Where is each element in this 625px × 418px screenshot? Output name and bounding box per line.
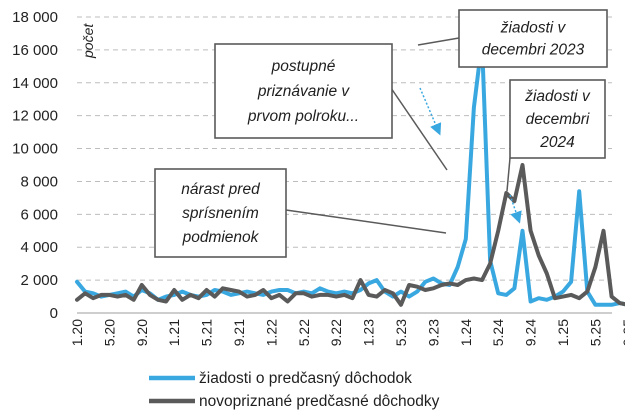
x-tick-label: 5.23 — [393, 319, 409, 346]
y-axis-tick-labels: 0 2 000 4 000 6 000 8 000 10 000 12 000 14 000 1… — [12, 9, 58, 322]
y-tick-label: 0 — [50, 305, 58, 322]
x-tick-label: 9.20 — [134, 319, 150, 346]
annotation-connector — [390, 87, 448, 171]
annotation-dec2024: žiadosti v decembri 2024 — [509, 79, 606, 159]
annotation-text: sprísnením — [182, 205, 259, 222]
series-line-2 — [75, 163, 625, 307]
annotation-box — [509, 79, 606, 159]
y-tick-label: 12 000 — [12, 108, 58, 125]
annotation-connector — [417, 37, 460, 46]
annotation-box — [214, 43, 393, 139]
annotations: žiadosti v decembri 2023 postupné priznávan… — [154, 9, 608, 258]
x-tick-label: 1.23 — [361, 319, 377, 346]
peak-arrow — [419, 87, 442, 136]
annotation-box — [154, 168, 287, 258]
x-tick-label: 9.22 — [328, 319, 344, 346]
x-tick-label: 1.24 — [458, 319, 474, 346]
annotation-box — [458, 9, 608, 68]
x-tick-label: 5.24 — [490, 319, 506, 346]
annotation-text: podmienok — [182, 229, 260, 246]
annotation-text: decembri — [526, 111, 590, 128]
x-tick-label: 5.22 — [296, 319, 312, 346]
y-tick-label: 2 000 — [20, 272, 58, 289]
y-tick-label: 6 000 — [20, 206, 58, 223]
legend-label-1: žiadosti o predčasný dôchodok — [199, 370, 412, 387]
annotation-text: 2024 — [539, 134, 575, 151]
x-tick-label: 9.23 — [425, 319, 441, 346]
x-tick-label: 1.21 — [166, 319, 182, 346]
annotation-connectors — [285, 37, 522, 234]
annotation-growth: nárast pred sprísnením podmienok — [154, 168, 287, 258]
y-tick-label: 18 000 — [12, 9, 58, 26]
annotation-dec2023: žiadosti v decembri 2023 — [458, 9, 608, 68]
x-tick-label: 5.20 — [101, 319, 117, 346]
annotation-text: postupné — [271, 58, 336, 75]
annotation-text: nárast pred — [181, 181, 261, 198]
annotation-text: decembri 2023 — [482, 42, 585, 59]
x-tick-label: 1.22 — [263, 319, 279, 346]
annotation-text: priznávanie v — [257, 83, 351, 100]
annotation-text: prvom polroku... — [247, 108, 359, 125]
x-tick-label: 1.25 — [555, 319, 571, 346]
peak-arrow — [509, 194, 522, 224]
x-tick-label: 9.21 — [231, 319, 247, 346]
y-tick-label: 16 000 — [12, 42, 58, 59]
annotation-text: žiadosti v — [524, 88, 591, 105]
annotation-connector — [506, 157, 511, 192]
x-tick-label: 1.20 — [69, 319, 85, 346]
legend-label-2: novopriznané predčasné dôchodky — [199, 393, 440, 410]
annotation-text: žiadosti v — [500, 20, 567, 37]
x-tick-label: 9.25 — [620, 319, 625, 346]
legend: žiadosti o predčasný dôchodok novopriznan… — [149, 370, 440, 410]
annotation-gradual: postupné priznávanie v prvom polroku... — [214, 43, 393, 139]
annotation-connector — [285, 209, 447, 234]
y-tick-label: 8 000 — [20, 173, 58, 190]
series-line-1 — [75, 39, 625, 307]
x-tick-label: 9.24 — [523, 319, 539, 346]
y-tick-label: 14 000 — [12, 75, 58, 92]
y-tick-label: 4 000 — [20, 239, 58, 256]
y-tick-label: 10 000 — [12, 141, 58, 158]
x-axis: 1.20 5.20 9.20 1.21 5.21 9.21 1.22 5.22 9.22 1.23… — [69, 312, 625, 346]
x-tick-label: 5.21 — [199, 319, 215, 346]
series-lines — [75, 39, 625, 307]
y-axis-label: počet — [80, 23, 96, 59]
x-tick-label: 5.25 — [587, 319, 603, 346]
